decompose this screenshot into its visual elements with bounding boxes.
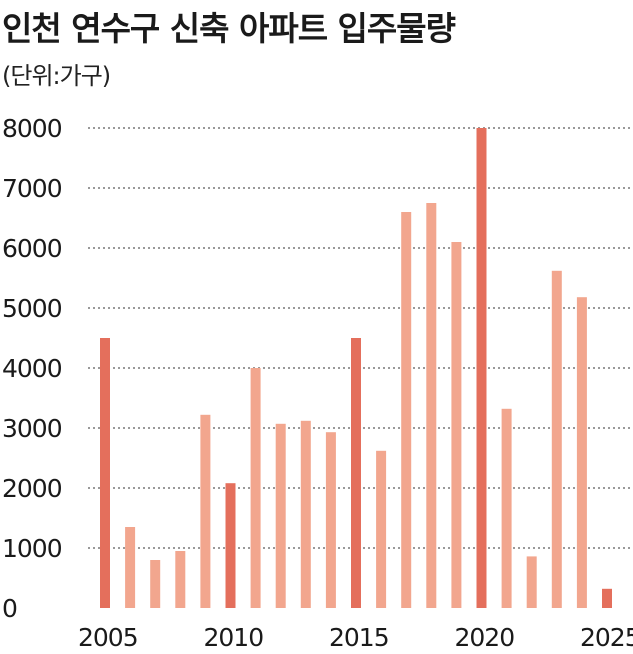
x-axis-ticks: 2005 2010 2015 2020 2025년 <box>78 623 633 652</box>
y-tick-label: 8000 <box>2 114 62 143</box>
bar-2011 <box>250 368 261 608</box>
y-axis-ticks: 0 1000 2000 3000 4000 5000 6000 7000 8000 <box>2 114 63 623</box>
bar-2024 <box>576 297 587 608</box>
bar-2014 <box>325 432 336 608</box>
bar-2013 <box>300 420 311 608</box>
bar-2022 <box>526 556 537 608</box>
x-tick-label: 2020 <box>455 623 515 652</box>
bar-2019 <box>451 242 462 608</box>
bar-2005 <box>100 338 110 608</box>
bar-2007 <box>150 560 161 608</box>
bar-2025 <box>602 588 612 608</box>
chart-title: 인천 연수구 신축 아파트 입주물량 <box>2 9 456 48</box>
bar-2017 <box>401 212 412 608</box>
bars <box>100 128 612 608</box>
bar-2009 <box>200 414 211 608</box>
y-tick-label: 7000 <box>2 174 62 203</box>
y-tick-label: 3000 <box>2 414 62 443</box>
x-tick-label: 2010 <box>204 623 264 652</box>
bar-2016 <box>376 450 387 608</box>
y-tick-label: 6000 <box>2 234 62 263</box>
chart-unit-label: (단위:가구) <box>2 62 111 90</box>
y-tick-label: 4000 <box>2 354 62 383</box>
bar-2008 <box>175 551 186 608</box>
bar-2020 <box>476 128 487 608</box>
x-tick-label: 2005 <box>78 623 138 652</box>
bar-2021 <box>501 408 512 608</box>
y-tick-label: 5000 <box>2 294 62 323</box>
bar-2010 <box>225 483 236 608</box>
bar-2018 <box>426 203 437 608</box>
bar-2012 <box>275 423 286 608</box>
y-tick-label: 0 <box>2 594 17 623</box>
y-tick-label: 2000 <box>2 474 62 503</box>
x-tick-label: 2015 <box>329 623 389 652</box>
bar-2006 <box>125 527 136 608</box>
y-tick-label: 1000 <box>2 534 62 563</box>
bar-2023 <box>551 270 562 608</box>
bar-2015 <box>351 338 361 608</box>
x-tick-label: 2025년 <box>580 623 633 652</box>
gridlines <box>88 127 633 549</box>
